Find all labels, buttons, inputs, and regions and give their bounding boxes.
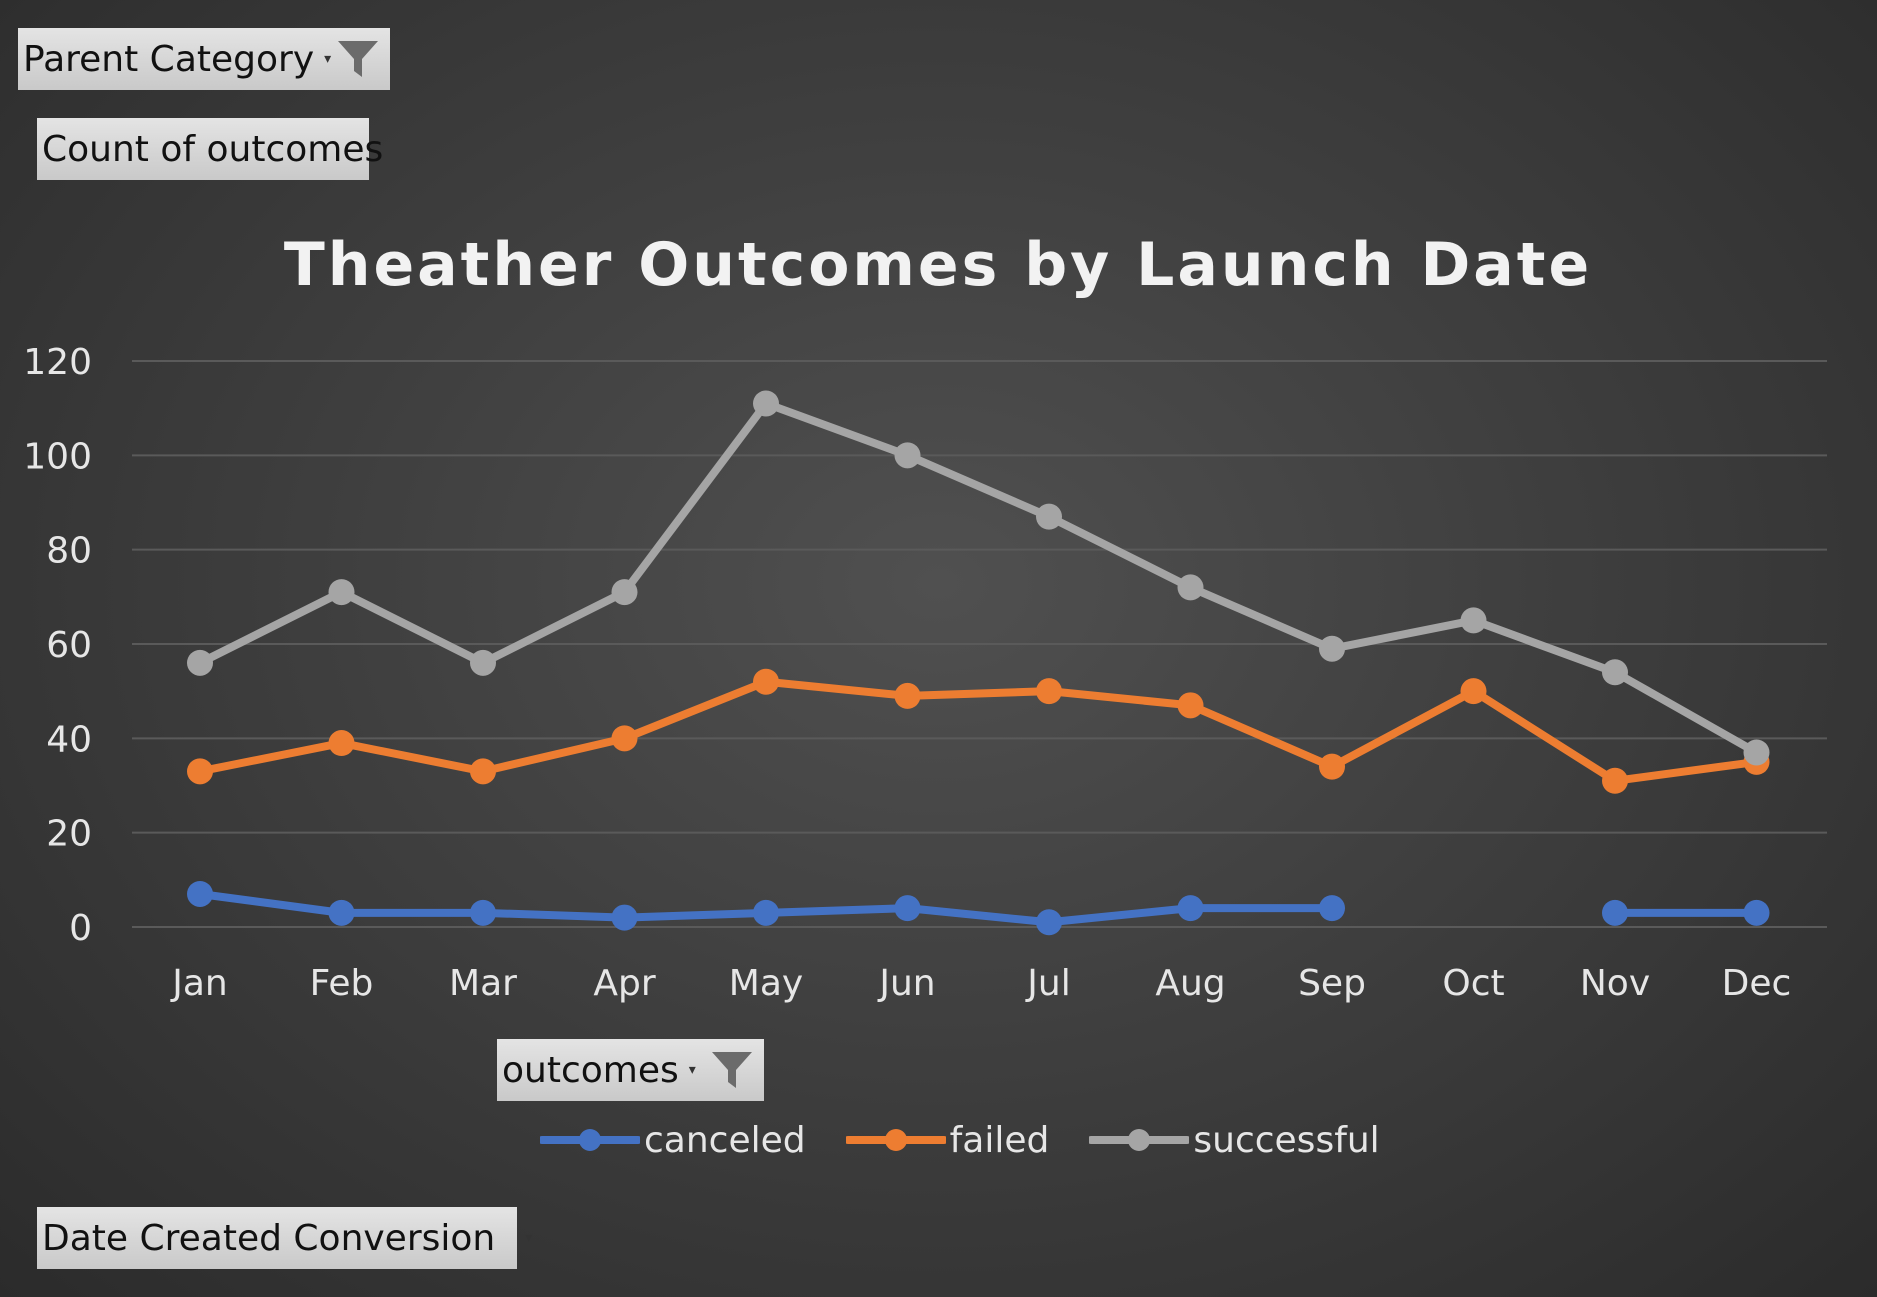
count-of-outcomes-label: Count of outcomes — [42, 128, 384, 170]
data-point-failed — [470, 758, 496, 785]
data-point-successful — [187, 649, 213, 676]
y-tick-label: 80 — [46, 531, 92, 572]
data-point-successful — [611, 579, 638, 606]
dropdown-arrow-icon: ▾ — [324, 51, 332, 67]
legend-marker-successful — [1089, 1129, 1190, 1151]
legend-marker-canceled — [540, 1129, 640, 1151]
filter-funnel-icon — [712, 1052, 752, 1088]
data-point-canceled — [1319, 895, 1345, 922]
data-point-successful — [894, 442, 921, 469]
data-point-canceled — [1743, 899, 1770, 926]
data-point-successful — [470, 649, 496, 676]
data-point-canceled — [611, 904, 638, 931]
data-point-successful — [328, 579, 355, 606]
x-tick-label: Aug — [1155, 963, 1225, 1004]
data-point-failed — [753, 668, 779, 695]
legend-label-canceled: canceled — [644, 1119, 806, 1161]
dropdown-arrow-icon: ▾ — [525, 1230, 533, 1246]
data-point-canceled — [1177, 895, 1204, 922]
data-point-successful — [753, 390, 779, 417]
data-point-failed — [611, 725, 638, 752]
date-created-conversion-label: Date Created Conversion — [42, 1217, 496, 1259]
parent-category-filter-button[interactable]: Parent Category ▾ — [18, 28, 390, 90]
data-point-successful — [1460, 607, 1487, 634]
data-point-canceled — [753, 899, 779, 926]
data-point-failed — [894, 682, 921, 709]
x-tick-label: Apr — [593, 963, 655, 1004]
data-point-canceled — [894, 895, 921, 922]
y-axis-labels: 0 20 40 60 80 100 120 — [23, 342, 92, 949]
y-tick-label: 0 — [69, 908, 92, 949]
series-line-successful — [196, 399, 1761, 757]
y-tick-label: 20 — [46, 814, 92, 855]
count-of-outcomes-field-button[interactable]: Count of outcomes — [37, 118, 383, 180]
x-tick-label: Jan — [170, 963, 228, 1004]
data-point-canceled — [1602, 899, 1628, 926]
series-line-failed — [196, 677, 1761, 785]
x-tick-label: Jun — [877, 963, 935, 1004]
series-failed — [187, 668, 1770, 794]
x-tick-label: Dec — [1722, 963, 1792, 1004]
data-point-successful — [1602, 659, 1628, 686]
data-point-canceled — [187, 880, 213, 907]
data-point-failed — [187, 758, 213, 785]
legend-label-successful: successful — [1193, 1119, 1380, 1161]
legend-label-failed: failed — [949, 1119, 1050, 1161]
chart-legend: canceled failed successful — [540, 1110, 1380, 1170]
x-tick-label: Sep — [1298, 963, 1366, 1004]
legend-item-failed[interactable]: failed — [845, 1119, 1050, 1161]
data-point-failed — [1177, 692, 1204, 719]
filter-funnel-icon — [338, 41, 378, 77]
y-tick-label: 60 — [46, 625, 92, 666]
legend-marker-failed — [845, 1129, 946, 1151]
data-point-canceled — [1036, 909, 1062, 936]
x-tick-label: Jul — [1025, 963, 1070, 1004]
y-tick-label: 40 — [46, 719, 92, 760]
data-point-successful — [1319, 635, 1345, 662]
data-point-successful — [1177, 574, 1204, 601]
parent-category-label: Parent Category — [23, 38, 315, 80]
x-tick-label: Mar — [449, 963, 517, 1004]
x-tick-label: Nov — [1580, 963, 1650, 1004]
outcomes-filter-button[interactable]: outcomes ▾ — [497, 1039, 764, 1101]
series-successful — [187, 390, 1770, 766]
x-tick-label: Feb — [310, 963, 374, 1004]
data-point-failed — [1460, 678, 1487, 705]
data-point-failed — [1036, 678, 1062, 705]
data-point-failed — [1319, 753, 1345, 780]
data-point-canceled — [470, 899, 496, 926]
date-created-conversion-field-button[interactable]: Date Created Conversion ▾ — [37, 1207, 532, 1269]
x-axis-labels: Jan Feb Mar Apr May Jun Jul Aug Sep Oct Nov Dec — [170, 963, 1791, 1004]
gridlines — [132, 360, 1827, 928]
legend-item-successful[interactable]: successful — [1089, 1119, 1380, 1161]
outcomes-label: outcomes — [502, 1049, 679, 1091]
data-point-failed — [1602, 767, 1628, 794]
data-point-failed — [328, 730, 355, 757]
data-point-successful — [1743, 739, 1770, 766]
series-canceled — [187, 880, 1770, 936]
y-tick-label: 100 — [23, 436, 92, 477]
x-tick-label: May — [729, 963, 803, 1004]
legend-item-canceled[interactable]: canceled — [540, 1120, 806, 1161]
dropdown-arrow-icon: ▾ — [688, 1062, 696, 1078]
x-tick-label: Oct — [1442, 963, 1504, 1004]
data-point-successful — [1036, 503, 1062, 530]
series-lines — [187, 390, 1770, 936]
y-tick-label: 120 — [23, 342, 92, 383]
data-point-canceled — [328, 899, 355, 926]
chart-title: Theather Outcomes by Launch Date — [284, 230, 1592, 300]
